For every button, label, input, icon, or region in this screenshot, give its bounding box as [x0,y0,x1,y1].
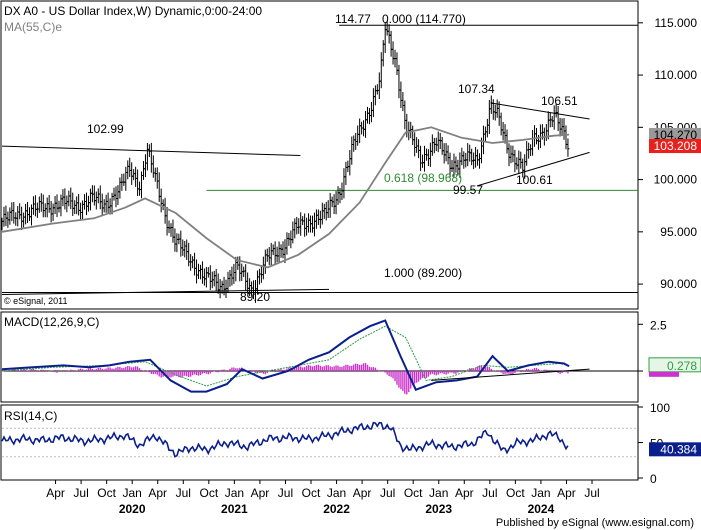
x-month-label: Oct [404,486,423,500]
x-month-label: Jul [176,486,191,500]
price-tag: 103.208 [649,139,701,154]
price-annotation: 0.618 (98.968) [384,171,462,185]
axis-layer: Apr Jul Oct Jan Apr Jul Oct Jan Apr Jul Oct Jan Apr J… [46,480,600,516]
rsi-tag-bg [649,442,701,457]
macd-title: MACD(12,26,9,C) [4,315,99,329]
macd-layer: 2.500.278 [1,318,701,395]
x-month-label: Oct [302,486,321,500]
price-annotation: 100.61 [516,173,553,187]
x-year-label: 2021 [221,502,248,516]
ma-label: MA(55,C)e [4,20,62,34]
x-month-label: Apr [46,486,65,500]
macd-trend-line [431,368,590,381]
x-year-label: 2020 [119,502,146,516]
x-year-label: 2022 [323,502,350,516]
x-month-label: Jan [531,486,550,500]
rsi-panel [0,404,639,481]
price-tag-label: 104.270 [654,128,698,142]
price-layer: 114.77 0.000 (114.770) 102.99 107.34 106.51 0… [0,12,701,304]
macd-tag-label: 0.278 [667,359,697,373]
price-annotation: 114.77 [335,12,371,26]
macd-signal-line [1,325,570,387]
price-tag-bg [649,139,701,154]
ma-55-line [1,126,570,269]
rsi-line [1,421,569,458]
macd-hist-tag [649,371,679,377]
price-annotation: 0.000 (114.770) [382,12,466,26]
price-tag-label: 103.208 [654,139,698,153]
x-month-label: Jul [482,486,497,500]
x-month-label: Apr [455,486,474,500]
macd-value-tag: 0.278 [648,357,701,373]
price-y-tick-label: 115.000 [655,16,698,30]
price-annotation: 99.57 [453,183,483,197]
x-month-label: Apr [353,486,372,500]
price-annotation: 89.20 [240,290,270,304]
x-month-label: Oct [199,486,218,500]
x-month-label: Jul [584,486,599,500]
x-month-label: Apr [557,486,576,500]
rsi-tag-label: 40.384 [660,442,697,456]
price-y-tick-label: 95.000 [660,225,697,239]
x-month-label: Jan [123,486,142,500]
price-panel [0,0,639,310]
rsi-title: RSI(14,C) [4,409,57,423]
price-y-tick-label: 90.000 [660,277,697,291]
x-month-label: Jan [429,486,448,500]
footer-credit: Published by eSignal (www.esignal.com) [496,517,694,529]
x-month-label: Jul [73,486,88,500]
chart-title: DX A0 - US Dollar Index,W) Dynamic,0:00-… [4,4,262,18]
trend-line [1,288,329,296]
rsi-value-tag: 40.384 [649,442,701,457]
x-year-label: 2024 [528,502,555,516]
x-month-label: Jul [380,486,395,500]
price-y-tick-label: 110.000 [655,68,698,82]
trend-line [477,151,590,187]
price-annotation: 1.000 (89.200) [384,266,462,280]
x-year-label: 2023 [425,502,452,516]
rsi-y-tick-label: 0 [650,472,657,486]
rsi-layer: 10050040.384 [1,401,701,486]
macd-y-tick-label: 2.5 [650,318,667,332]
x-month-label: Apr [148,486,167,500]
x-month-label: Oct [506,486,525,500]
macd-line [1,319,570,393]
macd-panel [0,311,639,403]
price-y-tick-label: 100.000 [654,173,698,187]
price-tag: 104.270 [649,127,701,142]
price-annotation: 102.99 [87,122,124,136]
x-month-label: Jan [225,486,244,500]
x-month-label: Jan [327,486,346,500]
price-annotation: 107.34 [458,82,495,96]
trend-line [490,102,590,120]
x-month-label: Apr [251,486,270,500]
x-month-label: Oct [97,486,116,500]
rsi-y-tick-label: 100 [650,401,670,415]
x-month-label: Jul [278,486,293,500]
esignal-credit: © eSignal, 2011 [4,296,68,306]
price-tag-bg [649,127,701,142]
price-annotation: 106.51 [541,94,578,108]
